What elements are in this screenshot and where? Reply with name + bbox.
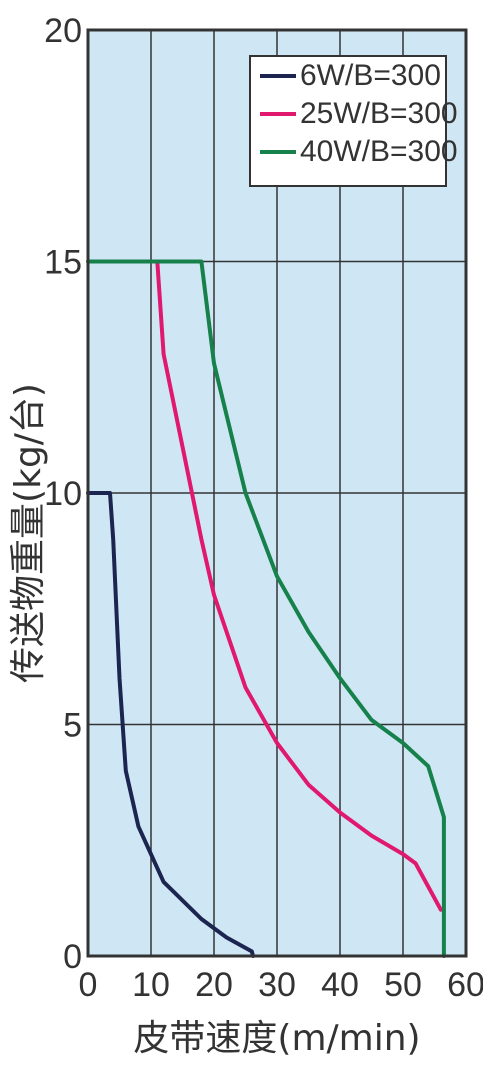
x-tick-label: 10 — [132, 966, 170, 1004]
y-tick-label: 15 — [44, 244, 82, 282]
series-lines — [86, 259, 446, 958]
x-tick-label: 30 — [258, 966, 296, 1004]
y-tick-label: 20 — [44, 12, 82, 50]
series-line — [86, 491, 256, 958]
x-axis-label: 皮带速度(m/min) — [133, 1018, 420, 1059]
legend-label: 25W/B=300 — [300, 97, 458, 130]
plot-frame — [86, 28, 468, 958]
series-line — [155, 259, 443, 912]
y-axis-label: 传送物重量(kg/台) — [8, 383, 49, 683]
y-tick-label: 5 — [63, 707, 82, 745]
x-tick-label: 40 — [321, 966, 359, 1004]
y-tick-labels: 0 5 10 15 20 — [44, 12, 82, 976]
series-line — [86, 259, 446, 958]
legend: 6W/B=300 25W/B=300 40W/B=300 — [249, 55, 458, 187]
y-tick-label: 0 — [63, 938, 82, 976]
x-tick-label: 20 — [195, 966, 233, 1004]
x-tick-label: 50 — [384, 966, 422, 1004]
x-tick-label: 60 — [447, 966, 483, 1004]
x-tick-label: 0 — [79, 966, 98, 1004]
x-tick-labels: 0 10 20 30 40 50 60 — [79, 966, 483, 1004]
legend-label: 40W/B=300 — [300, 135, 458, 168]
legend-label: 6W/B=300 — [300, 59, 441, 92]
y-tick-label: 10 — [44, 475, 82, 513]
